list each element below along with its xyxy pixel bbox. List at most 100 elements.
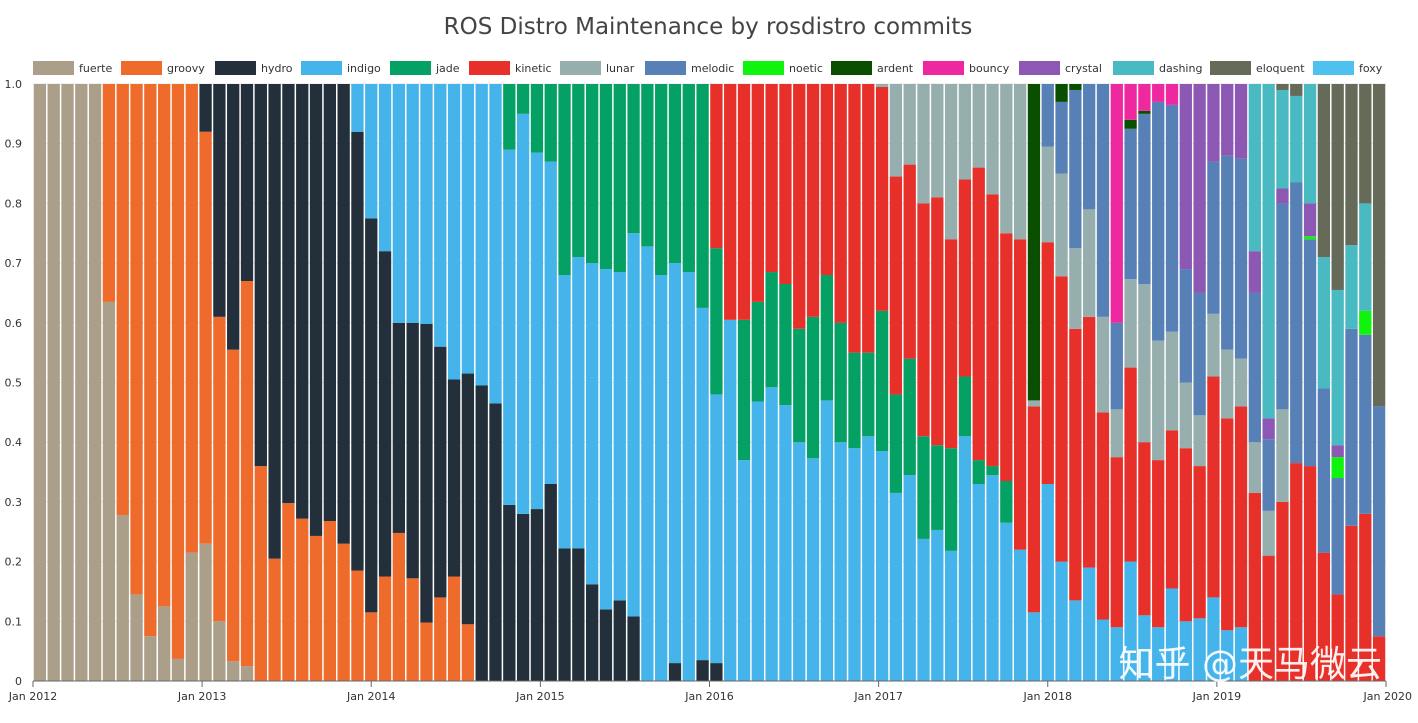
- bar-segment-kinetic: [1124, 367, 1137, 562]
- bar-segment-indigo: [958, 436, 972, 681]
- bar-96: [1345, 84, 1358, 681]
- legend-item-lunar: lunar: [560, 61, 635, 75]
- bar-segment-indigo: [724, 319, 737, 681]
- bar-54: [765, 84, 778, 681]
- bar-segment-indigo: [1083, 567, 1096, 681]
- bar-segment-indigo: [1207, 597, 1220, 681]
- x-tick-label: Jan 2017: [853, 690, 902, 703]
- bar-segment-hydro: [406, 322, 419, 579]
- x-tick-label: Jan 2015: [515, 690, 564, 703]
- bar-segment-groovy: [434, 597, 447, 681]
- bar-11: [171, 84, 185, 681]
- bar-19: [282, 84, 295, 681]
- bar-segment-kinetic: [1013, 239, 1027, 550]
- bar-segment-bouncy: [1138, 84, 1151, 111]
- bar-50: [710, 84, 723, 681]
- bar-36: [516, 84, 530, 681]
- legend-label-crystal: crystal: [1065, 62, 1102, 75]
- bar-segment-kinetic: [1096, 412, 1110, 620]
- bar-10: [158, 84, 171, 682]
- bar-89: [1248, 84, 1261, 681]
- bar-segment-kinetic: [1041, 242, 1054, 484]
- bar-segment-eloquent: [1345, 84, 1358, 246]
- bar-segment-kinetic: [1221, 418, 1234, 631]
- bar-segment-kinetic: [1138, 442, 1151, 616]
- bar-segment-ardent: [1138, 110, 1151, 114]
- bar-segment-hydro: [378, 251, 392, 577]
- bar-segment-melodic: [1110, 322, 1123, 410]
- bar-44: [627, 84, 640, 681]
- bar-segment-indigo: [779, 405, 792, 681]
- bar-segment-melodic: [1234, 158, 1248, 359]
- bar-18: [268, 84, 281, 681]
- bar-segment-kinetic: [1303, 466, 1317, 681]
- bar-segment-bouncy: [1110, 84, 1123, 323]
- bar-segment-groovy: [309, 535, 323, 681]
- bar-segment-indigo: [558, 275, 571, 549]
- bar-segment-lunar: [1179, 382, 1192, 449]
- bar-segment-hydro: [585, 584, 599, 681]
- bar-segment-kinetic: [986, 194, 999, 467]
- bar-78: [1096, 84, 1110, 681]
- bar-6: [102, 84, 116, 681]
- bar-segment-crystal: [1248, 251, 1261, 293]
- bar-segment-indigo: [503, 149, 516, 505]
- bar-segment-fuerte: [116, 515, 129, 681]
- bar-segment-lunar: [1221, 349, 1234, 419]
- bar-segment-indigo: [572, 257, 585, 549]
- bar-segment-melodic: [1193, 292, 1206, 416]
- bar-segment-fuerte: [199, 543, 212, 681]
- bar-segment-kinetic: [1317, 552, 1331, 681]
- bar-segment-fuerte: [47, 84, 60, 681]
- bar-segment-lunar: [986, 84, 999, 195]
- bar-segment-kinetic: [972, 167, 985, 461]
- bar-77: [1083, 84, 1096, 681]
- bar-87: [1221, 84, 1234, 681]
- bar-8: [130, 84, 143, 681]
- bar-64: [903, 84, 916, 681]
- bar-segment-jade: [737, 319, 751, 461]
- x-axis: Jan 2012 Jan 2013 Jan 2014 Jan 2015 Jan 2016…: [8, 680, 1412, 703]
- y-tick-label: 0.8: [5, 197, 23, 210]
- x-tick-label: Jan 2012: [8, 690, 57, 703]
- bar-segment-jade: [986, 466, 999, 476]
- bar-segment-kinetic: [1027, 406, 1041, 613]
- bar-segment-indigo: [820, 400, 834, 681]
- bar-segment-indigo: [848, 448, 861, 681]
- bar-segment-hydro: [227, 84, 240, 350]
- bar-segment-melodic: [1179, 269, 1192, 383]
- bar-segment-crystal: [1262, 418, 1275, 440]
- bar-segment-eloquent: [1331, 84, 1344, 290]
- legend-label-bouncy: bouncy: [969, 62, 1010, 75]
- bar-86: [1207, 84, 1220, 681]
- bar-segment-groovy: [406, 578, 419, 681]
- bar-segment-melodic: [1303, 239, 1317, 467]
- bar-segment-jade: [585, 84, 599, 264]
- bar-segment-hydro: [599, 609, 613, 681]
- legend-label-groovy: groovy: [167, 62, 205, 75]
- bar-segment-crystal: [1193, 84, 1206, 293]
- bar-segment-indigo: [806, 458, 820, 681]
- legend-label-hydro: hydro: [261, 62, 293, 75]
- bar-segment-lunar: [1069, 248, 1082, 329]
- bar-segment-hydro: [240, 84, 254, 282]
- x-tick-label: Jan 2019: [1192, 690, 1241, 703]
- bar-segment-groovy: [254, 466, 267, 681]
- bar-segment-indigo: [889, 492, 903, 681]
- bar-segment-kinetic: [751, 84, 764, 302]
- bar-90: [1262, 84, 1275, 681]
- bar-51: [724, 84, 737, 681]
- bar-segment-indigo: [461, 84, 475, 374]
- bar-segment-groovy: [171, 84, 185, 659]
- bar-segment-indigo: [917, 538, 930, 681]
- bar-37: [530, 84, 544, 681]
- bar-segment-indigo: [1221, 630, 1234, 681]
- bar-83: [1165, 84, 1179, 681]
- bar-segment-fuerte: [213, 621, 226, 681]
- bar-segment-kinetic: [1331, 594, 1344, 681]
- bar-segment-indigo: [599, 269, 613, 610]
- bar-segment-lunar: [1262, 510, 1275, 556]
- bar-5: [88, 84, 102, 681]
- bar-segment-crystal: [1207, 84, 1220, 162]
- legend-label-jade: jade: [435, 62, 460, 75]
